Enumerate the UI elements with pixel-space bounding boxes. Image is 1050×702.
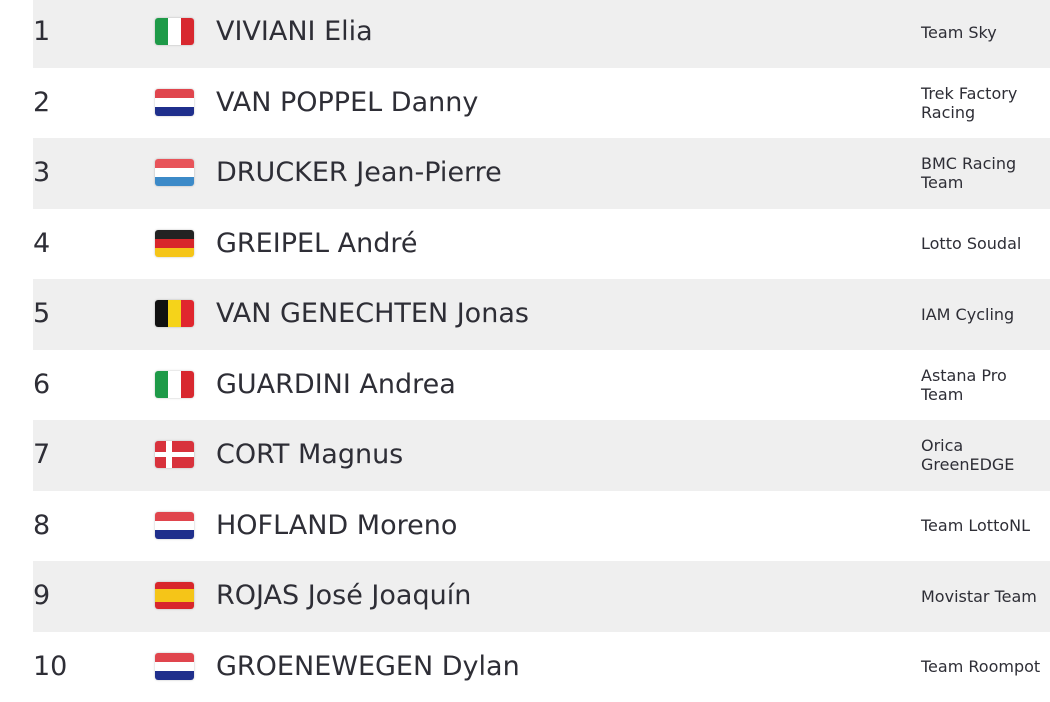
rank: 7 (33, 420, 50, 490)
table-row: 10 GROENEWEGEN Dylan Team Roompot (33, 632, 1050, 702)
team-name-link[interactable]: Team Sky (921, 0, 1046, 67)
rank: 9 (33, 561, 50, 631)
italy-flag-icon (155, 371, 194, 398)
table-row: 6 GUARDINI Andrea Astana Pro Team (33, 350, 1050, 421)
rider-name-link[interactable]: CORT Magnus (216, 420, 403, 490)
table-row: 3 DRUCKER Jean-Pierre BMC Racing Team (33, 138, 1050, 209)
team-name-link[interactable]: Astana Pro Team (921, 350, 1046, 420)
table-row: 5 VAN GENECHTEN Jonas IAM Cycling (33, 279, 1050, 350)
team-name-link[interactable]: Lotto Soudal (921, 209, 1046, 279)
netherlands-flag-icon (155, 653, 194, 680)
belgium-flag-icon (155, 300, 194, 327)
netherlands-flag-icon (155, 89, 194, 116)
rank: 1 (33, 0, 50, 67)
table-row: 4 GREIPEL André Lotto Soudal (33, 209, 1050, 280)
rank: 5 (33, 279, 50, 349)
rider-name-link[interactable]: HOFLAND Moreno (216, 491, 457, 561)
team-name-link[interactable]: BMC Racing Team (921, 138, 1046, 208)
denmark-flag-icon (155, 441, 194, 468)
germany-flag-icon (155, 230, 194, 257)
table-row: 1 VIVIANI Elia Team Sky (33, 0, 1050, 68)
team-name-link[interactable]: Team LottoNL (921, 491, 1046, 561)
rank: 10 (33, 632, 67, 702)
team-name-link[interactable]: Team Roompot (921, 632, 1046, 702)
rank: 6 (33, 350, 50, 420)
table-row: 8 HOFLAND Moreno Team LottoNL (33, 491, 1050, 562)
rank: 8 (33, 491, 50, 561)
rider-name-link[interactable]: VAN POPPEL Danny (216, 68, 478, 138)
table-row: 9 ROJAS José Joaquín Movistar Team (33, 561, 1050, 632)
rider-name-link[interactable]: GROENEWEGEN Dylan (216, 632, 520, 702)
team-name-link[interactable]: Orica GreenEDGE (921, 420, 1046, 490)
table-row: 7 CORT Magnus Orica GreenEDGE (33, 420, 1050, 491)
team-name-link[interactable]: Trek Factory Racing (921, 68, 1046, 138)
netherlands-flag-icon (155, 512, 194, 539)
rider-name-link[interactable]: GREIPEL André (216, 209, 418, 279)
rank: 3 (33, 138, 50, 208)
rider-name-link[interactable]: GUARDINI Andrea (216, 350, 456, 420)
rank: 4 (33, 209, 50, 279)
rider-name-link[interactable]: DRUCKER Jean-Pierre (216, 138, 502, 208)
team-name-link[interactable]: IAM Cycling (921, 279, 1046, 349)
results-table: 1 VIVIANI Elia Team Sky 2 VAN POPPEL Danny Tr… (33, 0, 1050, 702)
spain-flag-icon (155, 582, 194, 609)
rider-name-link[interactable]: VIVIANI Elia (216, 0, 373, 67)
italy-flag-icon (155, 18, 194, 45)
luxembourg-flag-icon (155, 159, 194, 186)
team-name-link[interactable]: Movistar Team (921, 561, 1046, 631)
rank: 2 (33, 68, 50, 138)
rider-name-link[interactable]: VAN GENECHTEN Jonas (216, 279, 529, 349)
table-row: 2 VAN POPPEL Danny Trek Factory Racing (33, 68, 1050, 139)
rider-name-link[interactable]: ROJAS José Joaquín (216, 561, 471, 631)
